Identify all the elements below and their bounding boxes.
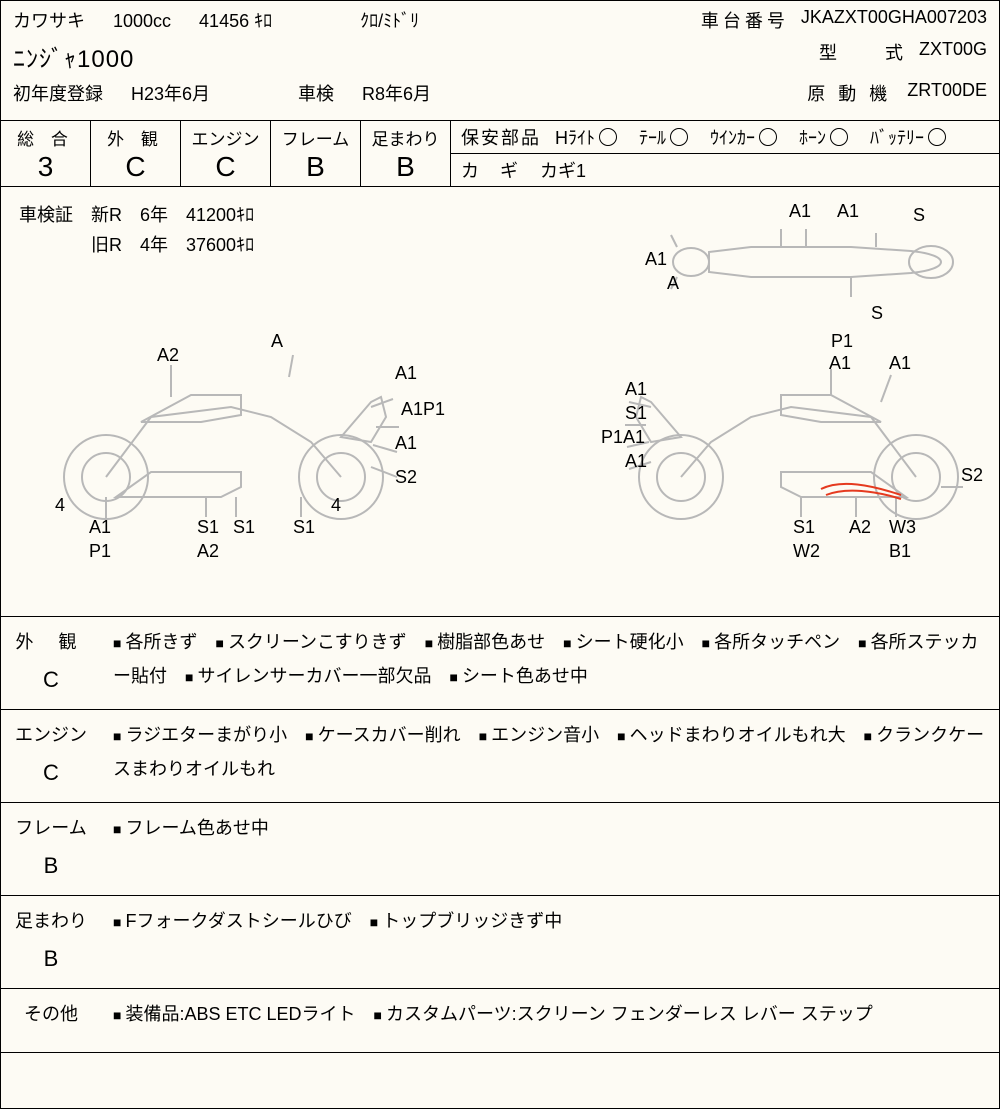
damage-label: A1 xyxy=(395,363,417,384)
damage-label: S xyxy=(871,303,883,324)
ok-circle-icon xyxy=(928,128,946,146)
damage-label: A1 xyxy=(89,517,111,538)
safety-area: 保安部品 Hﾗｲﾄ ﾃｰﾙ ｳｲﾝｶｰ ﾎｰﾝ ﾊﾞｯﾃﾘｰ カ ギ カギ1 xyxy=(451,121,999,186)
damage-label: P1 xyxy=(89,541,111,562)
engine-label: 原 動 機 xyxy=(807,80,895,106)
key-value: カギ1 xyxy=(540,157,586,183)
notes-row-gaikan: 外 観C ■各所きず ■スクリーンこすりきず ■樹脂部色あせ ■シート硬化小 ■… xyxy=(1,617,999,709)
displacement: 1000cc xyxy=(113,11,171,32)
grade-sogo: 総 合 3 xyxy=(1,121,91,186)
engine-code: ZRT00DE xyxy=(907,80,987,106)
damage-label: W2 xyxy=(793,541,820,562)
damage-label: 4 xyxy=(55,495,65,516)
damage-label: W3 xyxy=(889,517,916,538)
notes-row-engine: エンジンC ■ラジエターまがり小 ■ケースカバー削れ ■エンジン音小 ■ヘッドま… xyxy=(1,709,999,802)
color: ｸﾛ/ﾐﾄﾞﾘ xyxy=(360,7,419,33)
ok-circle-icon xyxy=(759,128,777,146)
damage-label: S1 xyxy=(293,517,315,538)
damage-label: A2 xyxy=(157,345,179,366)
grade-gaikan: 外 観 C xyxy=(91,121,181,186)
damage-label: A1 xyxy=(625,379,647,400)
damage-label: S1 xyxy=(233,517,255,538)
shaken-label: 車検 xyxy=(298,80,334,106)
damage-label: S xyxy=(913,205,925,226)
grade-frame: フレーム B xyxy=(271,121,361,186)
ok-circle-icon xyxy=(599,128,617,146)
grades-row: 総 合 3 外 観 C エンジン C フレーム B 足まわり B 保安部品 Hﾗ… xyxy=(1,120,999,187)
notes-row-frame: フレームB ■フレーム色あせ中 xyxy=(1,802,999,895)
key-label: カ ギ xyxy=(461,157,526,183)
inspection-sheet: カワサキ 1000cc 41456 ｷﾛ ｸﾛ/ﾐﾄﾞﾘ 車台番号 JKAZXT… xyxy=(0,0,1000,1109)
damage-label: A xyxy=(667,273,679,294)
mileage: 41456 ｷﾛ xyxy=(199,7,272,33)
damage-label: A1 xyxy=(889,353,911,374)
frame-no: JKAZXT00GHA007203 xyxy=(801,7,987,33)
damage-label: A1 xyxy=(789,201,811,222)
damage-label: S1 xyxy=(625,403,647,424)
notes-row-empty xyxy=(1,1052,999,1108)
damage-label: 4 xyxy=(331,495,341,516)
damage-label: A1 xyxy=(837,201,859,222)
damage-label: A2 xyxy=(849,517,871,538)
grade-engine: エンジン C xyxy=(181,121,271,186)
safety-item: ﾎｰﾝ xyxy=(799,124,848,150)
damage-label: P1 xyxy=(831,331,853,352)
damage-label: S2 xyxy=(395,467,417,488)
notes-row-other: その他 ■装備品:ABS ETC LEDライト ■カスタムパーツ:スクリーン フ… xyxy=(1,988,999,1052)
moto-right-side-icon xyxy=(601,347,981,527)
safety-item: ｳｲﾝｶｰ xyxy=(710,124,777,150)
safety-label: 保安部品 xyxy=(461,124,541,150)
damage-label: P1A1 xyxy=(601,427,645,448)
damage-label: S2 xyxy=(961,465,983,486)
grade-ashi: 足まわり B xyxy=(361,121,451,186)
notes-row-ashi: 足まわりB ■Fフォークダストシールひび ■トップブリッジきず中 xyxy=(1,895,999,988)
damage-label: A1 xyxy=(645,249,667,270)
damage-label: B1 xyxy=(889,541,911,562)
type-value: ZXT00G xyxy=(919,39,987,74)
notes-table: 外 観C ■各所きず ■スクリーンこすりきず ■樹脂部色あせ ■シート硬化小 ■… xyxy=(1,617,999,1108)
header: カワサキ 1000cc 41456 ｷﾛ ｸﾛ/ﾐﾄﾞﾘ 車台番号 JKAZXT… xyxy=(1,1,999,120)
shaken: R8年6月 xyxy=(362,80,431,106)
safety-item: ﾊﾞｯﾃﾘｰ xyxy=(870,124,946,150)
damage-label: A1P1 xyxy=(401,399,445,420)
frame-no-label: 車台番号 xyxy=(701,7,789,33)
maker: カワサキ xyxy=(13,7,85,33)
diagram-area: 車検証 新R 6年 41200ｷﾛ 車検証 旧R 4年 37600ｷﾛ xyxy=(1,187,999,617)
type-label: 型 式 xyxy=(819,39,907,74)
damage-label: A2 xyxy=(197,541,219,562)
first-reg-label: 初年度登録 xyxy=(13,80,103,106)
moto-left-side-icon xyxy=(41,347,421,527)
damage-label: A xyxy=(271,331,283,352)
safety-item: ﾃｰﾙ xyxy=(639,124,688,150)
damage-label: A1 xyxy=(395,433,417,454)
ok-circle-icon xyxy=(830,128,848,146)
safety-items: Hﾗｲﾄ ﾃｰﾙ ｳｲﾝｶｰ ﾎｰﾝ ﾊﾞｯﾃﾘｰ xyxy=(555,124,989,150)
damage-label: A1 xyxy=(625,451,647,472)
safety-item: Hﾗｲﾄ xyxy=(555,124,617,150)
ok-circle-icon xyxy=(670,128,688,146)
first-reg: H23年6月 xyxy=(131,80,210,106)
damage-label: S1 xyxy=(793,517,815,538)
damage-label: A1 xyxy=(829,353,851,374)
model-name: ﾆﾝｼﾞｬ1000 xyxy=(13,39,134,74)
damage-label: S1 xyxy=(197,517,219,538)
inspection-title: 車検証 xyxy=(19,201,73,227)
